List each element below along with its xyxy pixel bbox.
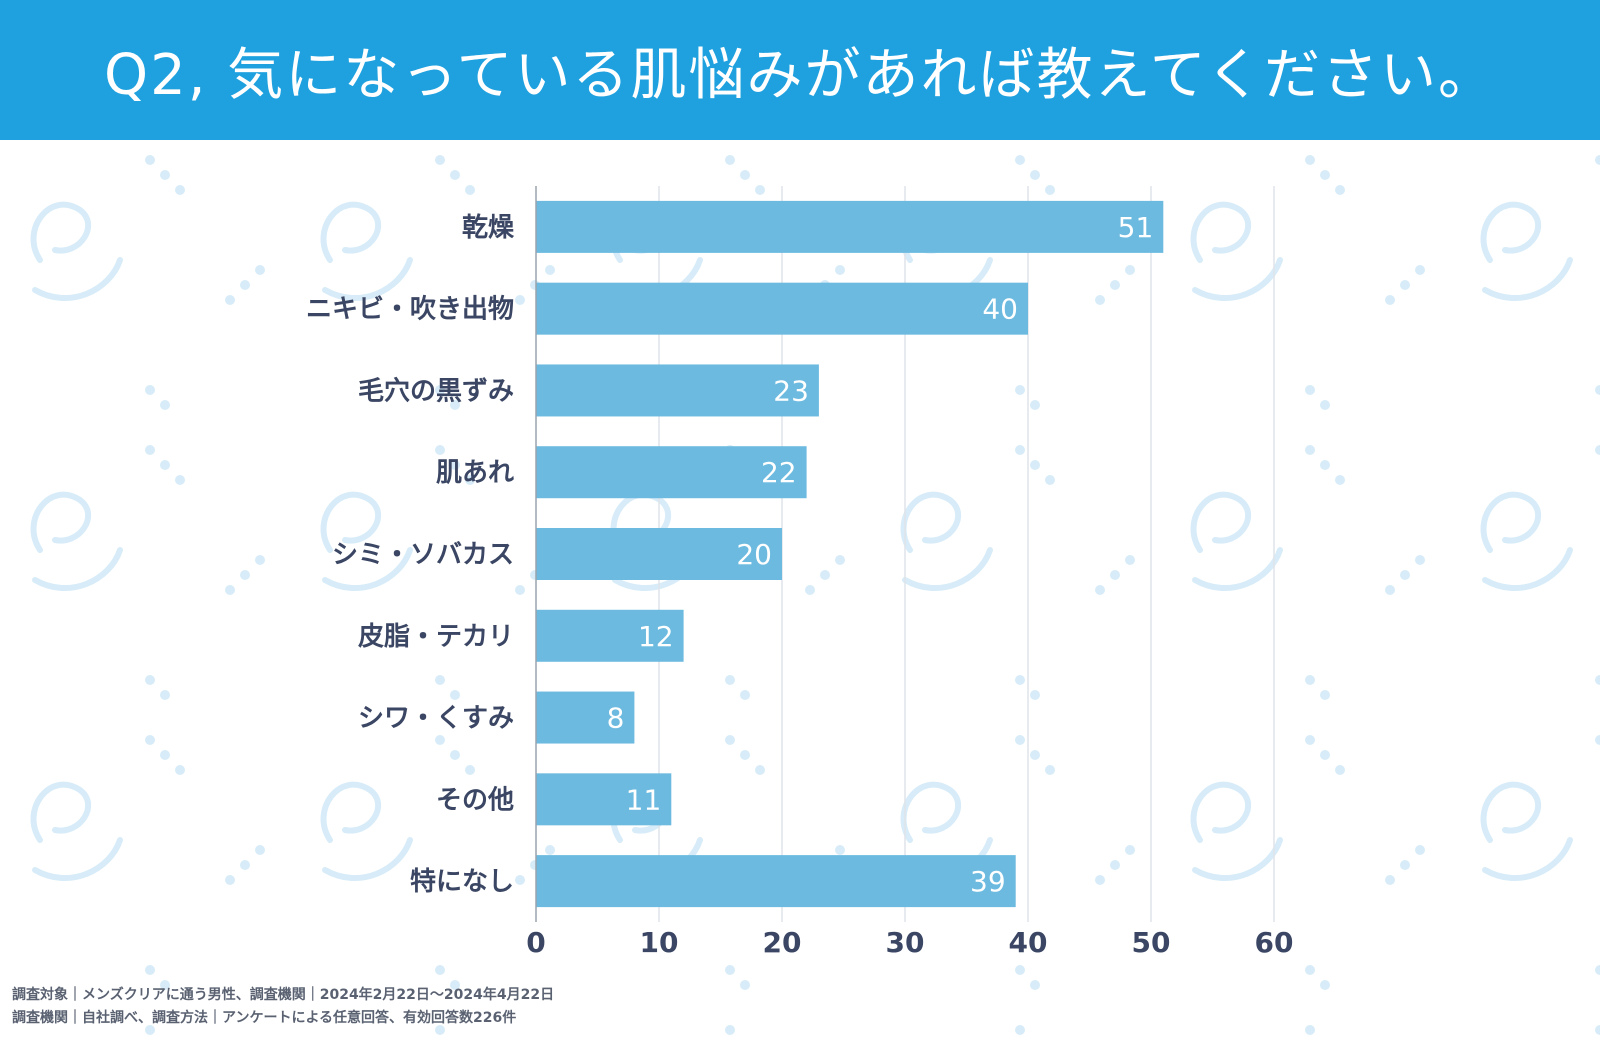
bar-1: [536, 200, 1164, 253]
data-label-1: 51: [1118, 211, 1154, 244]
data-label-5: 20: [736, 538, 772, 571]
data-label-4: 22: [761, 456, 797, 489]
x-tick-label-50: 50: [1132, 926, 1171, 959]
data-label-3: 23: [773, 374, 809, 407]
bar-9: [536, 855, 1016, 908]
data-label-9: 39: [970, 865, 1006, 898]
data-label-7: 8: [607, 702, 625, 735]
header-banner: Q2, 気になっている肌悩みがあれば教えてください。: [0, 0, 1600, 140]
category-label-5: シミ・ソバカス: [332, 540, 514, 570]
x-tick-label-0: 0: [526, 926, 545, 959]
bar-3: [536, 364, 819, 417]
category-label-9: 特になし: [410, 866, 514, 897]
category-label-1: 乾燥: [462, 213, 515, 243]
category-label-2: ニキビ・吹き出物: [306, 295, 514, 325]
category-label-3: 毛穴の黒ずみ: [358, 376, 514, 406]
footnote-line-1: 調査対象｜メンズクリアに通う男性、調査機関｜2024年2月22日〜2024年4月…: [12, 987, 555, 1003]
data-label-2: 40: [982, 293, 1018, 326]
bar-2: [536, 282, 1028, 335]
x-tick-label-20: 20: [763, 926, 802, 959]
x-tick-label-40: 40: [1009, 926, 1048, 959]
x-tick-label-10: 10: [640, 926, 679, 959]
category-label-8: その他: [436, 785, 514, 815]
bar-5: [536, 528, 782, 580]
x-tick-label-30: 30: [886, 926, 925, 959]
data-label-8: 11: [626, 783, 662, 816]
bar-6: [536, 609, 684, 662]
bar-8: [536, 773, 672, 826]
bar-7: [536, 691, 635, 744]
x-tick-label-60: 60: [1255, 926, 1294, 959]
data-label-6: 12: [638, 620, 674, 653]
category-label-7: シワ・くすみ: [358, 704, 514, 734]
survey-footnote: 調査対象｜メンズクリアに通う男性、調査機関｜2024年2月22日〜2024年4月…: [12, 984, 554, 1030]
page-title: Q2, 気になっている肌悩みがあれば教えてください。: [103, 42, 1497, 108]
bar-4: [536, 446, 807, 499]
category-label-6: 皮脂・テカリ: [358, 622, 514, 652]
footnote-line-2: 調査機関｜自社調べ、調査方法｜アンケートによる任意回答、有効回答数226件: [12, 1010, 517, 1026]
category-label-4: 肌あれ: [436, 458, 514, 488]
